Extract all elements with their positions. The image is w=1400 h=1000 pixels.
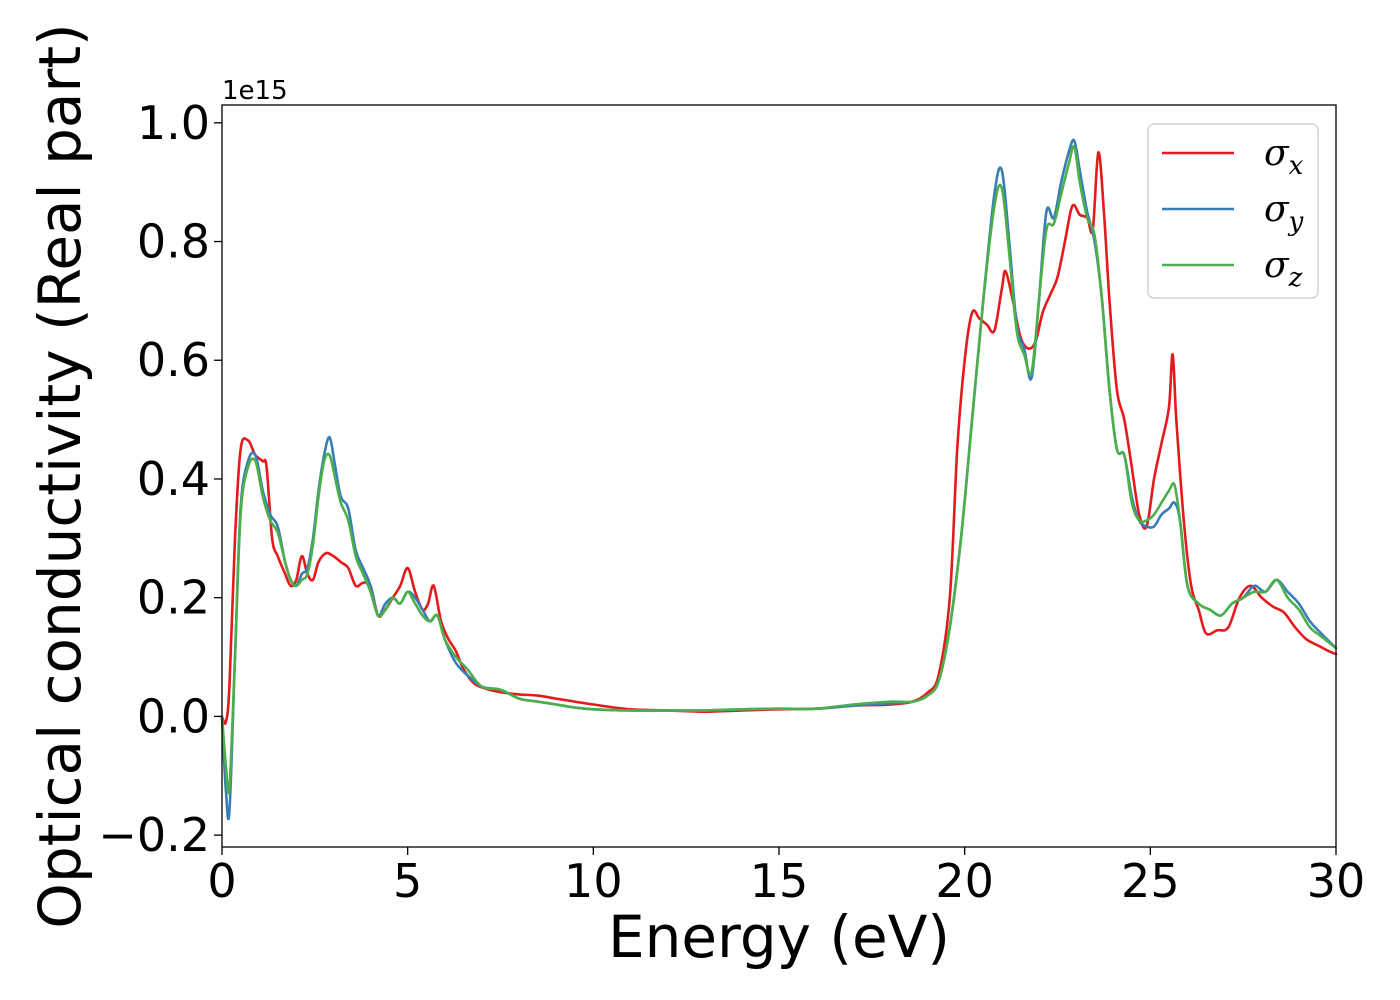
y-tick-label: 0.8	[137, 215, 210, 269]
plot-lines	[220, 138, 1338, 821]
legend-label-sigma-x: σx	[1264, 133, 1304, 181]
y-tick-label: 0.4	[137, 452, 210, 506]
y-offset-text: 1e15	[222, 76, 288, 106]
y-tick-label: 0.0	[137, 689, 210, 743]
legend-label-sigma-z: σz	[1264, 245, 1303, 293]
x-tick-label: 5	[393, 854, 422, 908]
legend: σx σy σz	[1147, 123, 1319, 299]
y-axis: −0.2 0.0 0.2 0.4 0.6 0.8 1.0	[98, 96, 222, 862]
y-axis-title: Optical conductivity (Real part)	[26, 23, 94, 928]
x-tick-label: 30	[1307, 854, 1366, 908]
x-tick-label: 10	[564, 854, 623, 908]
x-tick-label: 25	[1121, 854, 1180, 908]
y-tick-label: 0.6	[137, 333, 210, 387]
y-tick-label: 1.0	[137, 96, 210, 150]
x-tick-label: 0	[207, 854, 236, 908]
y-tick-label: 0.2	[137, 571, 210, 625]
series-line-sigma-z	[220, 144, 1338, 795]
legend-label-sigma-y: σy	[1264, 189, 1304, 237]
y-tick-label: −0.2	[98, 808, 210, 862]
x-axis: 0 5 10 15 20 25 30	[207, 847, 1365, 908]
x-axis-title: Energy (eV)	[608, 903, 950, 971]
x-tick-label: 20	[935, 854, 994, 908]
x-tick-label: 15	[750, 854, 809, 908]
legend-box	[1147, 123, 1319, 299]
